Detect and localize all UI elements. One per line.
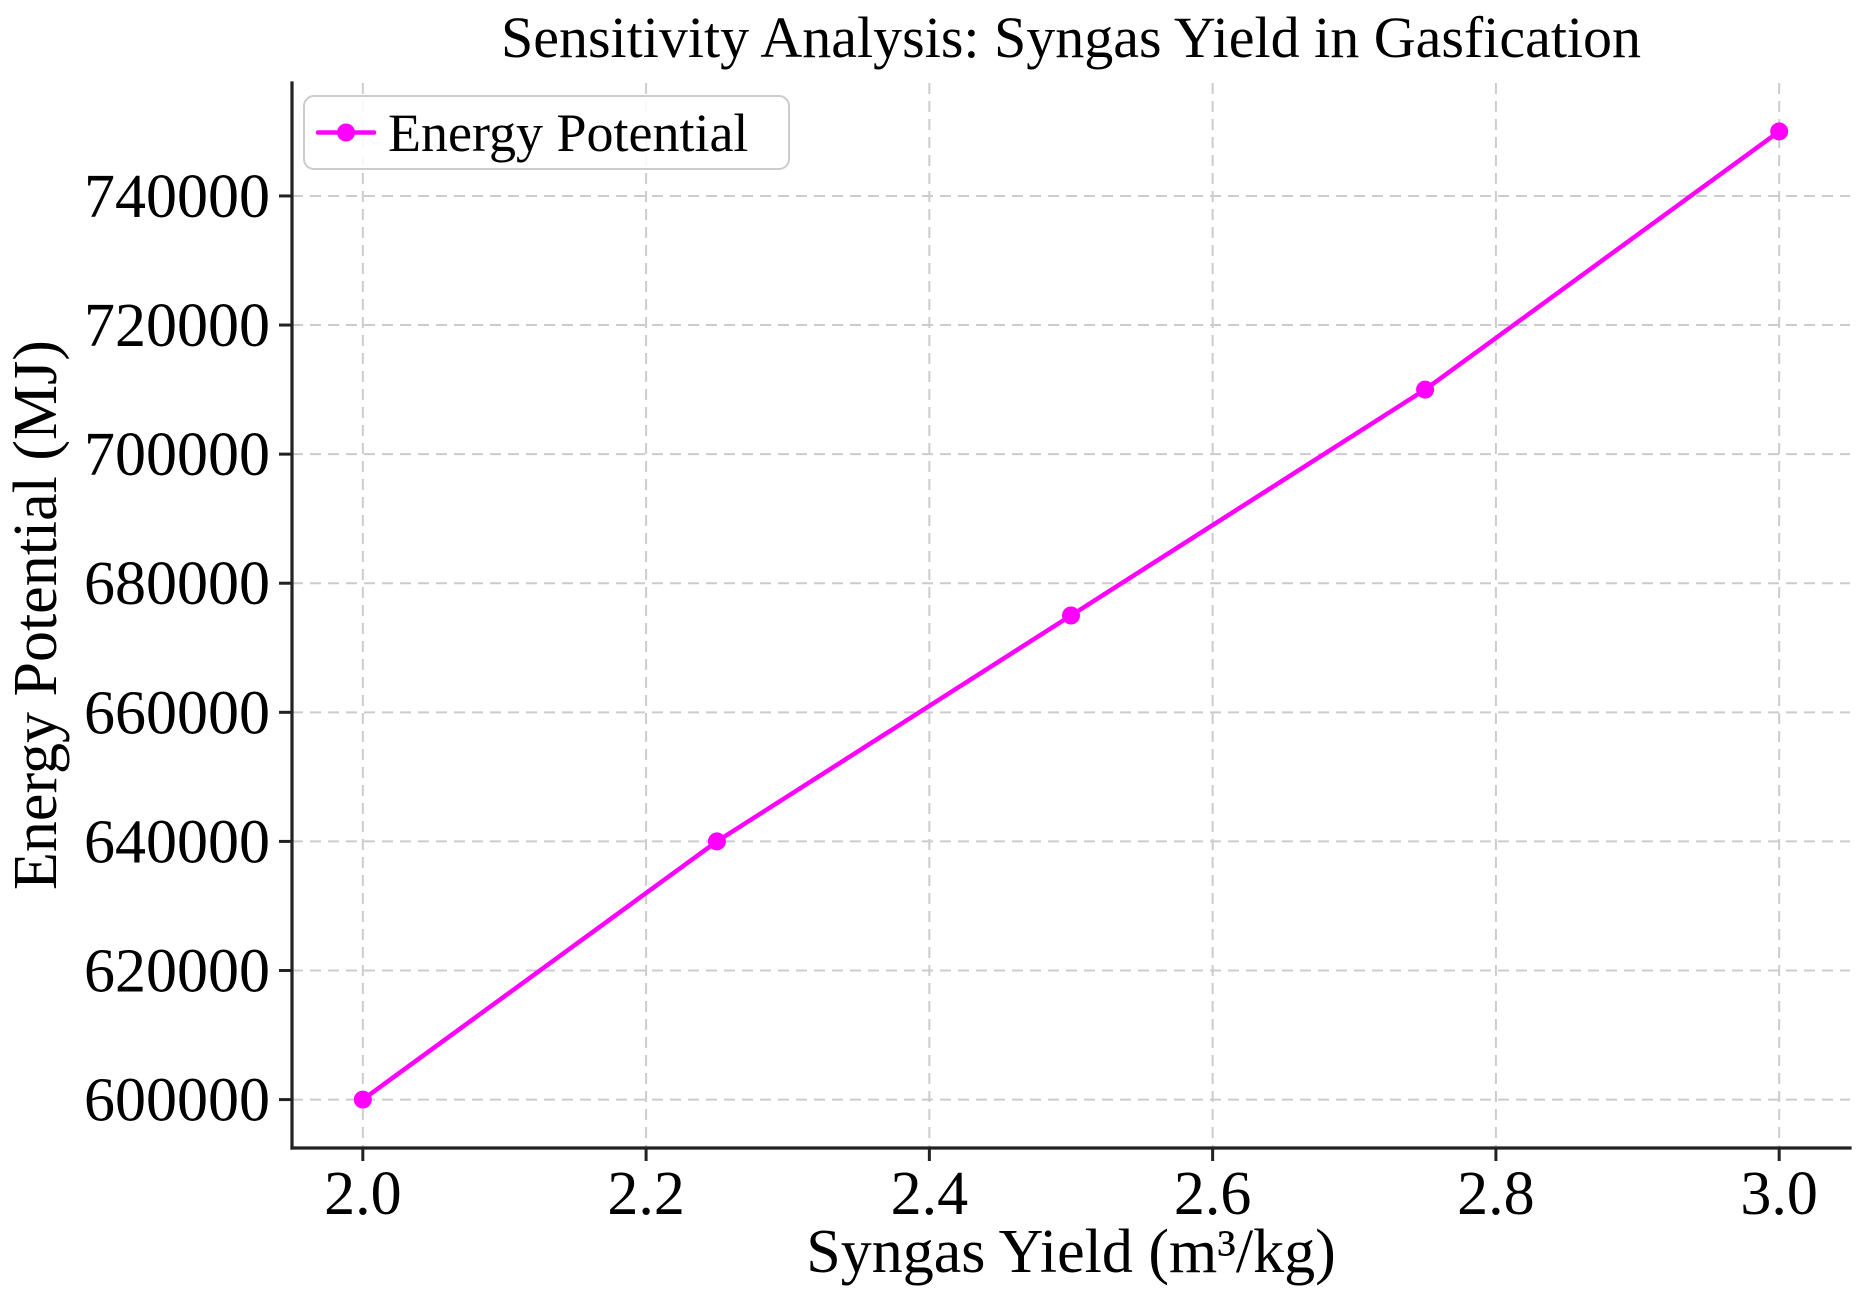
series-group xyxy=(353,122,1789,1109)
y-tick-label: 680000 xyxy=(84,550,270,618)
data-point xyxy=(353,1090,372,1109)
legend-box xyxy=(303,95,790,170)
y-tick-label: 740000 xyxy=(84,163,270,231)
y-axis-label: Energy Potential (MJ) xyxy=(2,340,70,890)
x-tick-label: 2.0 xyxy=(324,1160,402,1228)
legend: Energy Potential xyxy=(303,95,790,170)
y-tick-label: 660000 xyxy=(84,679,270,747)
y-tick-label: 720000 xyxy=(84,292,270,360)
legend-label: Energy Potential xyxy=(388,103,748,163)
data-point xyxy=(1416,380,1435,399)
x-axis-label: Syngas Yield (m³/kg) xyxy=(806,1218,1335,1286)
data-point xyxy=(1062,606,1080,625)
x-tick-label: 2.2 xyxy=(607,1160,685,1228)
y-tick-label: 700000 xyxy=(84,421,270,489)
chart-title: Sensitivity Analysis: Syngas Yield in Ga… xyxy=(501,5,1641,70)
x-tick-label: 2.6 xyxy=(1174,1160,1252,1228)
gridlines xyxy=(292,83,1850,1148)
y-tick-label: 620000 xyxy=(84,938,270,1006)
x-tick-label: 2.8 xyxy=(1457,1160,1535,1228)
x-tick-label: 3.0 xyxy=(1740,1160,1818,1228)
x-tick-label: 2.4 xyxy=(891,1160,969,1228)
y-tick-label: 600000 xyxy=(84,1067,270,1135)
y-tick-label: 640000 xyxy=(84,808,270,876)
legend-sample-marker xyxy=(337,123,355,142)
data-point xyxy=(707,832,726,851)
data-point xyxy=(1770,122,1789,141)
axes: 2.0 2.2 2.4 2.6 2.8 3.0 600000 620000 640000 6600… xyxy=(84,81,1852,1228)
